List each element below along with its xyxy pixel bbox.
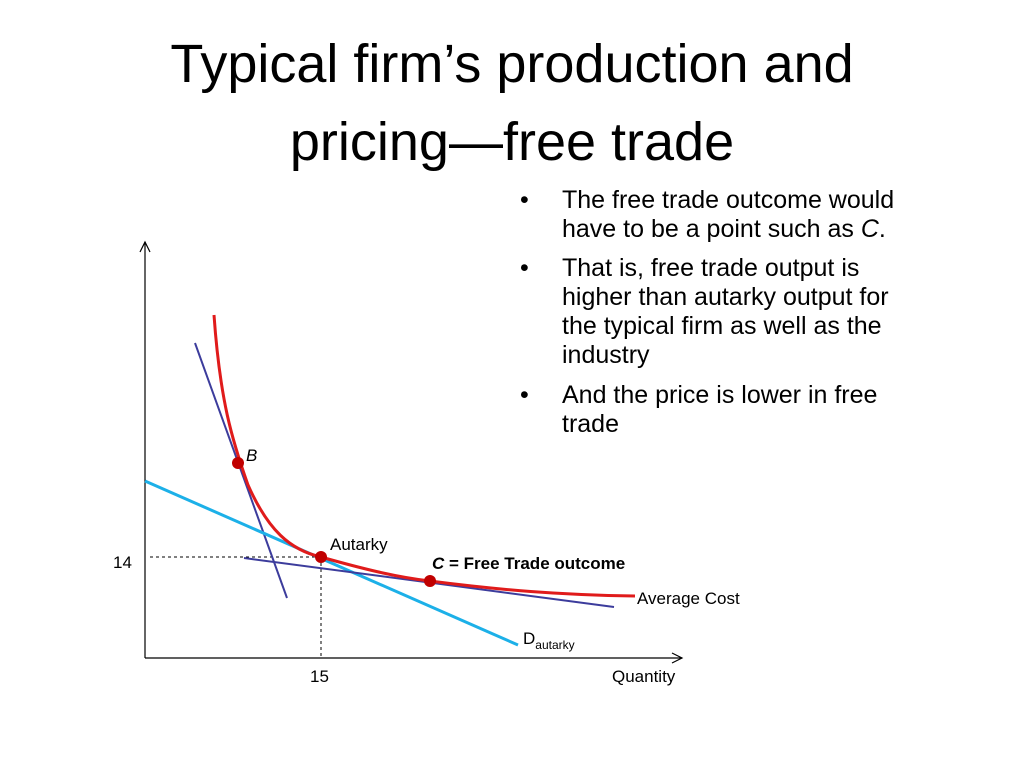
title-line: Typical firm’s production and	[170, 34, 853, 94]
x-arrow	[671, 652, 684, 664]
label-b: B	[246, 446, 257, 465]
label-average-cost: Average Cost	[637, 589, 740, 608]
bullet-text: trade	[562, 410, 619, 438]
bullet-text: the typical firm as well as the	[562, 312, 882, 340]
text: C	[432, 554, 445, 573]
axes	[139, 240, 684, 664]
bullet-text: That is, free trade output is	[562, 254, 859, 282]
y-arrow	[139, 240, 151, 253]
text: D	[523, 629, 535, 648]
text: .	[879, 215, 886, 243]
bullet-symbol: •	[520, 381, 529, 409]
demand-curve	[144, 479, 519, 647]
bullet-text: industry	[562, 341, 650, 369]
text: autarky	[535, 638, 574, 652]
text: C	[861, 215, 880, 243]
point-b	[232, 457, 244, 469]
text: = Free Trade outcome	[444, 554, 625, 573]
label-demand: Dautarky	[523, 629, 575, 652]
label-c: C = Free Trade outcome	[432, 554, 625, 573]
point-autarky	[315, 551, 327, 563]
bullet-symbol: •	[520, 186, 529, 214]
bullet-text: have to be a point such as C.	[562, 215, 886, 243]
tangent-b	[194, 342, 288, 599]
label-quantity-value: 15	[310, 667, 329, 686]
title-line: pricing—free trade	[290, 112, 734, 172]
bullet-symbol: •	[520, 254, 529, 282]
bullet-text: And the price is lower in free	[562, 381, 877, 409]
text: have to be a point such as	[562, 215, 861, 243]
label-autarky: Autarky	[330, 535, 388, 554]
x-axis-title: Quantity	[612, 667, 676, 686]
label-price: 14	[113, 553, 132, 572]
point-c	[424, 575, 436, 587]
bullet-text: The free trade outcome would	[562, 186, 894, 214]
bullet-text: higher than autarky output for	[562, 283, 889, 311]
